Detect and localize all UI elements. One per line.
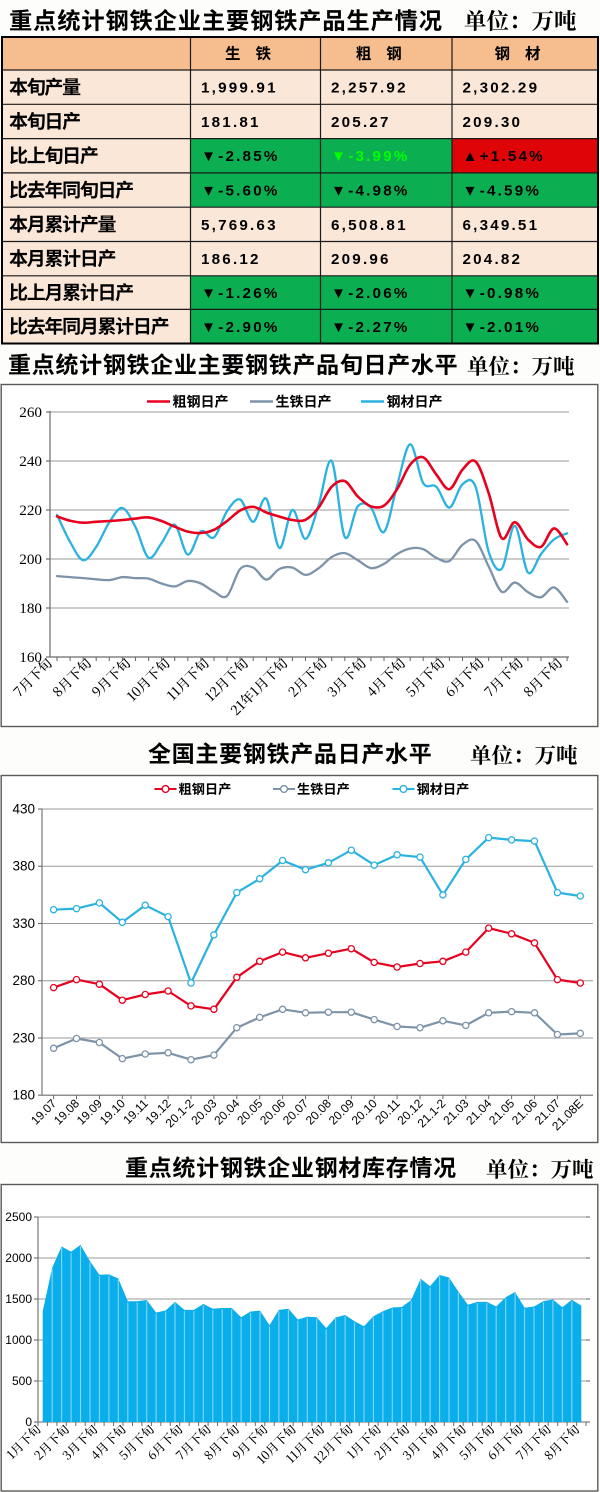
- svg-text:▼-2.06%: ▼-2.06%: [331, 285, 410, 302]
- svg-text:2,302.29: 2,302.29: [463, 80, 540, 97]
- svg-text:▼-2.90%: ▼-2.90%: [201, 319, 280, 336]
- svg-text:6,508.81: 6,508.81: [331, 217, 408, 234]
- svg-text:181.81: 181.81: [201, 114, 261, 131]
- svg-text:430: 430: [12, 802, 35, 817]
- svg-text:▼-2.01%: ▼-2.01%: [463, 319, 542, 336]
- svg-text:6,349.51: 6,349.51: [463, 217, 540, 234]
- svg-text:▼-5.60%: ▼-5.60%: [201, 183, 280, 200]
- svg-text:▼-2.27%: ▼-2.27%: [331, 319, 410, 336]
- svg-text:180: 180: [12, 1088, 35, 1103]
- svg-text:0: 0: [25, 1415, 32, 1429]
- svg-text:240: 240: [19, 453, 42, 470]
- svg-text:160: 160: [19, 649, 42, 666]
- svg-text:204.82: 204.82: [463, 251, 523, 268]
- svg-text:▼-4.59%: ▼-4.59%: [463, 183, 542, 200]
- svg-text:▼-1.26%: ▼-1.26%: [201, 285, 280, 302]
- svg-text:200: 200: [19, 551, 42, 568]
- svg-text:1000: 1000: [5, 1333, 32, 1347]
- svg-text:186.12: 186.12: [201, 251, 261, 268]
- svg-text:380: 380: [12, 859, 35, 874]
- svg-text:280: 280: [12, 973, 35, 988]
- svg-text:260: 260: [19, 404, 42, 421]
- svg-text:2000: 2000: [5, 1251, 32, 1265]
- svg-text:230: 230: [12, 1031, 35, 1046]
- svg-text:1500: 1500: [5, 1292, 32, 1306]
- svg-text:5,769.63: 5,769.63: [201, 217, 278, 234]
- svg-text:2,257.92: 2,257.92: [331, 80, 408, 97]
- svg-text:220: 220: [19, 502, 42, 519]
- svg-text:▼-3.99%: ▼-3.99%: [331, 148, 410, 165]
- svg-text:209.96: 209.96: [331, 251, 391, 268]
- svg-text:▼-2.85%: ▼-2.85%: [201, 148, 280, 165]
- svg-text:330: 330: [12, 916, 35, 931]
- svg-text:205.27: 205.27: [331, 114, 391, 131]
- svg-text:209.30: 209.30: [463, 114, 523, 131]
- svg-text:▼-4.98%: ▼-4.98%: [331, 183, 410, 200]
- svg-text:▲+1.54%: ▲+1.54%: [463, 148, 545, 165]
- svg-text:1,999.91: 1,999.91: [201, 80, 278, 97]
- svg-text:2500: 2500: [5, 1210, 32, 1224]
- svg-text:180: 180: [19, 600, 42, 617]
- svg-text:500: 500: [12, 1374, 32, 1388]
- svg-text:▼-0.98%: ▼-0.98%: [463, 285, 542, 302]
